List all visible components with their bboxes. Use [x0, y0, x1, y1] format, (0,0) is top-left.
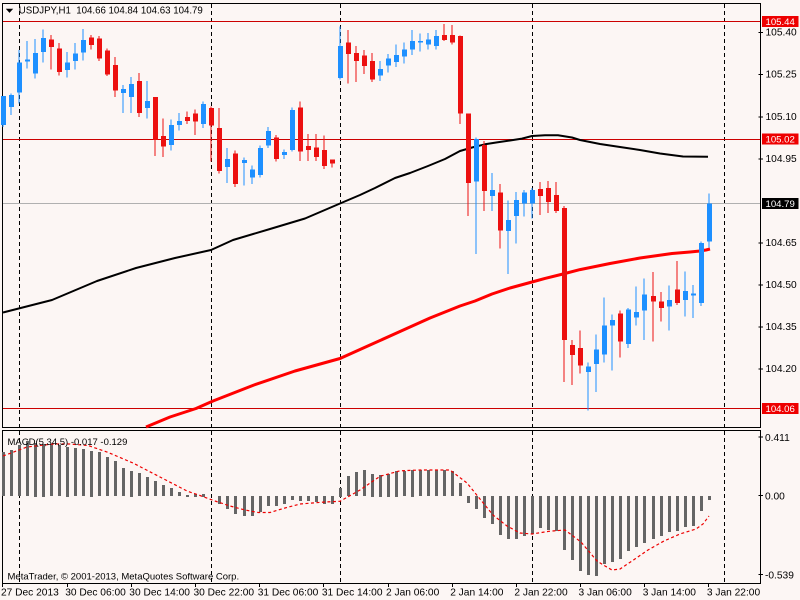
svg-text:0.411: 0.411 [765, 433, 790, 444]
svg-text:MetaTrader, © 2001-2013, MetaQ: MetaTrader, © 2001-2013, MetaQuotes Soft… [8, 572, 240, 583]
svg-text:3 Jan 06:00: 3 Jan 06:00 [579, 588, 633, 599]
svg-text:104.95: 104.95 [766, 154, 797, 165]
svg-text:104.50: 104.50 [766, 280, 797, 291]
svg-text:104.35: 104.35 [766, 322, 797, 333]
svg-text:27 Dec 2013: 27 Dec 2013 [1, 588, 59, 599]
svg-text:-0.539: -0.539 [765, 571, 794, 582]
svg-text:105.02: 105.02 [766, 135, 795, 146]
svg-text:2 Jan 14:00: 2 Jan 14:00 [450, 588, 504, 599]
svg-text:105.10: 105.10 [766, 112, 797, 123]
svg-text:105.25: 105.25 [766, 70, 797, 81]
svg-text:104.65: 104.65 [766, 238, 797, 249]
svg-text:3 Jan 14:00: 3 Jan 14:00 [643, 588, 697, 599]
svg-text:104.20: 104.20 [766, 364, 797, 375]
svg-text:2 Jan 22:00: 2 Jan 22:00 [514, 588, 568, 599]
svg-text:30 Dec 22:00: 30 Dec 22:00 [194, 588, 255, 599]
svg-text:105.44: 105.44 [766, 17, 796, 28]
svg-text:104.79: 104.79 [766, 199, 795, 210]
svg-text:USDJPY,H1 104.66 104.84 104.6: USDJPY,H1 104.66 104.84 104.63 104.79 [19, 6, 203, 17]
svg-text:0.00: 0.00 [765, 492, 785, 503]
svg-text:31 Dec 14:00: 31 Dec 14:00 [322, 588, 383, 599]
svg-text:104.06: 104.06 [766, 404, 795, 415]
svg-text:2 Jan 06:00: 2 Jan 06:00 [386, 588, 440, 599]
svg-text:31 Dec 06:00: 31 Dec 06:00 [258, 588, 319, 599]
svg-text:105.40: 105.40 [766, 28, 797, 39]
svg-text:30 Dec 06:00: 30 Dec 06:00 [65, 588, 126, 599]
svg-text:MACD(5,34,5) -0.017 -0.129: MACD(5,34,5) -0.017 -0.129 [8, 437, 128, 448]
svg-text:3 Jan 22:00: 3 Jan 22:00 [707, 588, 761, 599]
svg-text:30 Dec 14:00: 30 Dec 14:00 [129, 588, 190, 599]
